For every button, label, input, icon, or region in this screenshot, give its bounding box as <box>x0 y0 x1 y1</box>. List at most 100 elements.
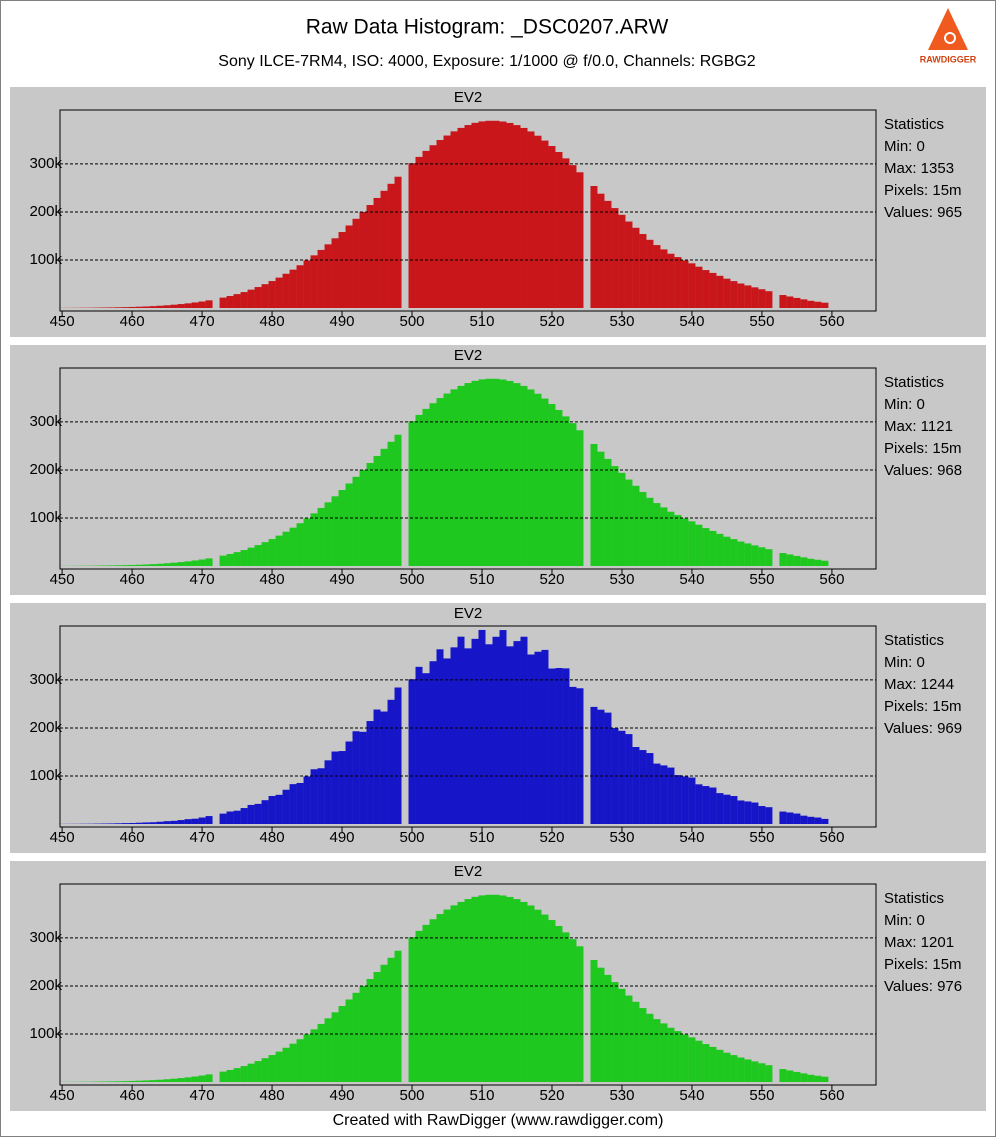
histogram-bar <box>318 250 325 308</box>
histogram-bar <box>374 198 381 308</box>
histogram-bar <box>667 254 674 308</box>
histogram-bar <box>646 1014 653 1082</box>
histogram-bar <box>660 249 667 308</box>
histogram-bar <box>569 939 576 1082</box>
histogram-bar <box>590 444 597 566</box>
histogram-bar <box>576 946 583 1082</box>
histogram-bar <box>458 637 465 824</box>
histogram-bar <box>723 1053 730 1082</box>
statistics-line: Min: 0 <box>884 912 925 929</box>
histogram-bar <box>534 394 541 566</box>
histogram-bar <box>807 1075 814 1082</box>
x-tick-label: 510 <box>469 1087 494 1104</box>
histogram-bar <box>506 897 513 1082</box>
histogram-bar <box>234 811 241 824</box>
histogram-bar <box>178 820 185 824</box>
histogram-bar <box>115 823 122 824</box>
histogram-bar <box>639 750 646 824</box>
histogram-bar <box>534 910 541 1082</box>
histogram-bar <box>437 140 444 308</box>
histogram-bar <box>465 648 472 824</box>
histogram-bar <box>290 784 297 824</box>
histogram-bar <box>674 257 681 308</box>
histogram-bar <box>248 290 255 308</box>
histogram-bar <box>548 146 555 308</box>
histogram-bar <box>590 186 597 308</box>
histogram-bar <box>276 278 283 308</box>
histogram-bar <box>108 823 115 824</box>
histogram-bar <box>744 285 751 308</box>
histogram-bar <box>814 818 821 824</box>
histogram-bar <box>639 492 646 566</box>
histogram-bar <box>164 563 171 566</box>
histogram-bar <box>465 125 472 308</box>
histogram-bar <box>276 795 283 824</box>
histogram-bar <box>353 219 360 308</box>
histogram-bar <box>129 307 136 308</box>
histogram-bar <box>681 1034 688 1082</box>
histogram-bar <box>800 557 807 566</box>
histogram-bar <box>506 123 513 308</box>
histogram-bar <box>527 905 534 1082</box>
histogram-bar <box>164 821 171 824</box>
histogram-bar <box>716 276 723 308</box>
histogram-bar <box>157 306 164 308</box>
histogram-bar <box>695 1041 702 1082</box>
x-tick-label: 450 <box>50 313 75 330</box>
histogram-bar <box>318 1024 325 1082</box>
histogram-bar <box>702 1044 709 1082</box>
histogram-bar <box>192 560 199 566</box>
histogram-bar <box>269 1055 276 1082</box>
histogram-bar <box>255 287 262 308</box>
histogram-bar <box>199 818 206 824</box>
histogram-bar <box>437 914 444 1082</box>
histogram-bar <box>737 800 744 824</box>
histogram-bar <box>227 554 234 566</box>
histogram-bar <box>527 131 534 308</box>
y-tick-label: 300k <box>29 155 62 172</box>
histogram-bar <box>765 549 772 566</box>
histogram-bar <box>423 151 430 308</box>
histogram-bar <box>416 931 423 1082</box>
histogram-bar <box>597 452 604 566</box>
histogram-bar <box>409 937 416 1082</box>
histogram-bar <box>807 559 814 566</box>
y-tick-label: 100k <box>29 1025 62 1042</box>
x-tick-label: 530 <box>609 1087 634 1104</box>
histogram-bar <box>520 637 527 824</box>
histogram-bar <box>227 296 234 308</box>
histogram-bar <box>765 1065 772 1082</box>
histogram-bar <box>730 539 737 566</box>
histogram-bar <box>444 136 451 308</box>
histogram-bar <box>360 732 367 824</box>
x-tick-label: 460 <box>120 571 145 588</box>
histogram-bar <box>765 807 772 824</box>
histogram-bar <box>492 637 499 824</box>
histogram-bar <box>108 1081 115 1082</box>
histogram-bar <box>625 222 632 308</box>
histogram-bar <box>150 564 157 566</box>
histogram-bar <box>318 768 325 824</box>
histogram-bar <box>423 409 430 566</box>
x-tick-label: 490 <box>330 829 355 846</box>
histogram-bar <box>192 302 199 308</box>
histogram-bar <box>562 158 569 308</box>
histogram-bar <box>562 932 569 1082</box>
histogram-bar <box>709 273 716 308</box>
histogram-bar <box>793 298 800 308</box>
histogram-bar <box>311 769 318 824</box>
histogram-bar <box>800 816 807 824</box>
histogram-bar <box>520 386 527 566</box>
x-tick-label: 480 <box>260 571 285 588</box>
histogram-bar <box>276 1052 283 1082</box>
histogram-bar <box>465 383 472 566</box>
histogram-bar <box>451 647 458 824</box>
histogram-bar <box>122 307 129 308</box>
histogram-bar <box>122 823 129 824</box>
histogram-bar <box>381 449 388 566</box>
histogram-bar <box>290 1044 297 1082</box>
histogram-bar <box>632 747 639 824</box>
histogram-bar <box>262 800 269 824</box>
histogram-bar <box>136 823 143 824</box>
